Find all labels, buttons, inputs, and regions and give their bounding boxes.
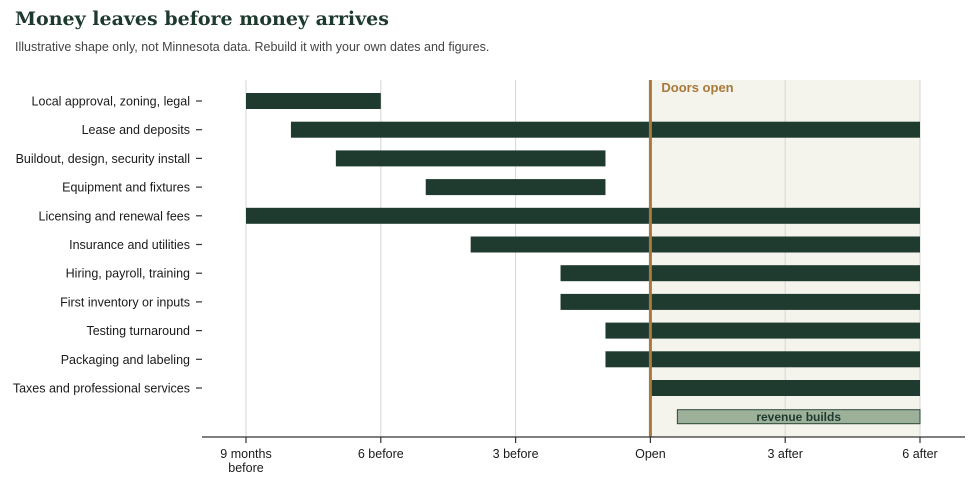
doors-open-label: Doors open [661, 80, 733, 95]
task-bar-10 [650, 380, 920, 396]
x-tick-label-4: 3 after [767, 447, 802, 461]
task-label-4: Licensing and renewal fees [39, 209, 191, 223]
task-bar-0 [246, 93, 381, 109]
task-label-7: First inventory or inputs [60, 295, 190, 309]
task-label-2: Buildout, design, security install [16, 152, 190, 166]
x-tick-label-3: Open [635, 447, 666, 461]
x-tick-label-5: 6 after [902, 447, 937, 461]
task-bar-8 [605, 322, 920, 339]
task-bar-1 [290, 121, 920, 138]
task-label-10: Taxes and professional services [13, 382, 190, 396]
task-label-8: Testing turnaround [86, 324, 190, 338]
task-bar-2 [335, 150, 606, 167]
revenue-label: revenue builds [756, 410, 841, 424]
task-label-0: Local approval, zoning, legal [32, 95, 190, 109]
task-bar-5 [470, 236, 920, 253]
x-tick-label-2: 3 before [493, 447, 539, 461]
x-tick-label-0: 9 months before [220, 447, 271, 475]
task-bar-4 [246, 207, 920, 224]
chart-subtitle: Illustrative shape only, not Minnesota d… [15, 40, 490, 54]
revenue-bar [676, 409, 921, 425]
task-label-6: Hiring, payroll, training [66, 267, 190, 281]
task-label-9: Packaging and labeling [61, 353, 190, 367]
task-bar-6 [560, 265, 920, 282]
x-tick-label-1: 6 before [358, 447, 404, 461]
chart-title: Money leaves before money arrives [15, 8, 389, 30]
task-label-5: Insurance and utilities [69, 238, 190, 252]
task-label-3: Equipment and fixtures [62, 181, 190, 195]
task-bar-7 [560, 293, 920, 310]
task-bar-3 [425, 179, 606, 196]
task-label-1: Lease and deposits [82, 123, 190, 137]
task-bar-9 [605, 351, 920, 368]
